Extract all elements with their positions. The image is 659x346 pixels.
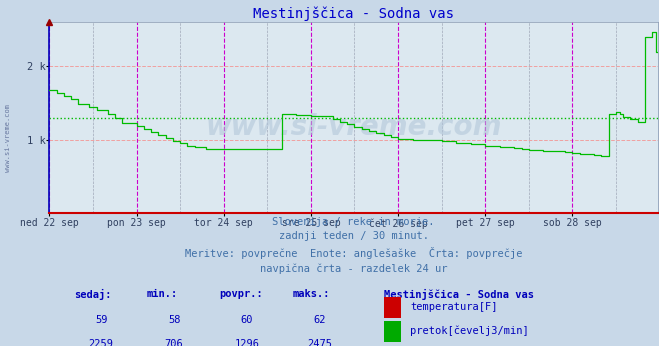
Text: 62: 62 [314,315,326,325]
Text: 2259: 2259 [88,339,113,346]
Text: min.:: min.: [147,289,178,299]
Text: 2475: 2475 [308,339,333,346]
FancyBboxPatch shape [384,297,401,318]
Text: Slovenija / reke in morje.
zadnji teden / 30 minut.
Meritve: povprečne  Enote: a: Slovenija / reke in morje. zadnji teden … [185,217,523,274]
Title: Mestinjščica - Sodna vas: Mestinjščica - Sodna vas [253,7,454,21]
Text: 60: 60 [241,315,253,325]
Text: 706: 706 [165,339,183,346]
FancyBboxPatch shape [384,321,401,342]
Text: 1296: 1296 [235,339,260,346]
Text: maks.:: maks.: [293,289,330,299]
Text: www.si-vreme.com: www.si-vreme.com [5,104,11,172]
Text: Mestinjščica - Sodna vas: Mestinjščica - Sodna vas [384,289,534,300]
Text: pretok[čevelj3/min]: pretok[čevelj3/min] [410,326,529,336]
Text: sedaj:: sedaj: [74,289,111,300]
Text: temperatura[F]: temperatura[F] [410,302,498,312]
Text: www.si-vreme.com: www.si-vreme.com [206,113,501,141]
Text: povpr.:: povpr.: [219,289,264,299]
Text: 58: 58 [168,315,181,325]
Text: 59: 59 [95,315,107,325]
